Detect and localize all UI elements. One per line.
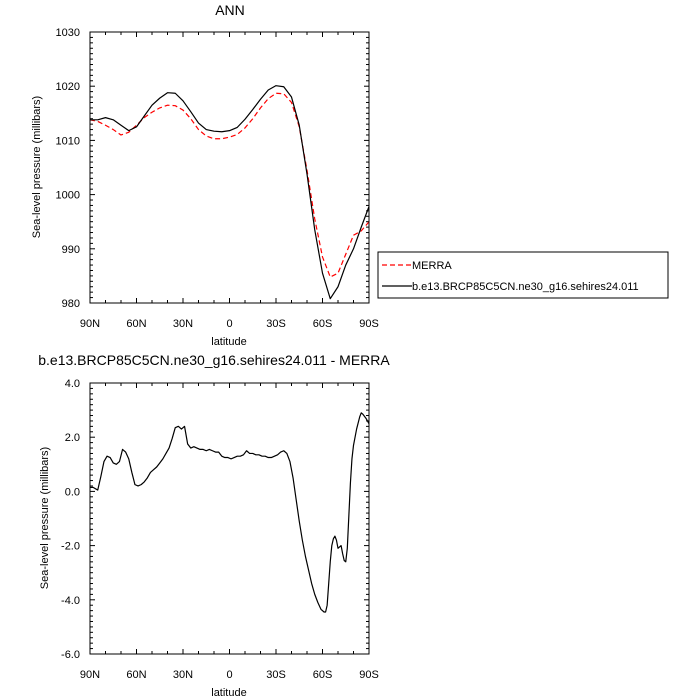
x-tick-label: 90N bbox=[80, 669, 100, 681]
x-tick-label: 60N bbox=[126, 318, 146, 330]
top-plot-frame bbox=[89, 31, 370, 304]
legend-box bbox=[377, 251, 669, 299]
y-tick-label: 2.0 bbox=[65, 432, 80, 444]
top-panel: ANN 980 990 1000 1010 1020 1030 90N 60N 30N 0 30S… bbox=[31, 2, 379, 348]
top-x-tick-labels: 90N 60N 30N 0 30S 60S 90S bbox=[80, 318, 379, 330]
bottom-y-tick-labels: -6.0 -4.0 -2.0 0.0 2.0 4.0 bbox=[61, 378, 80, 661]
top-x-axis-label: latitude bbox=[211, 336, 246, 348]
y-tick-label: 1020 bbox=[56, 81, 80, 93]
legend: MERRA b.e13.BRCP85C5CN.ne30_g16.sehires2… bbox=[377, 251, 669, 299]
bottom-axis-ticks bbox=[89, 382, 370, 655]
series-line-0-0 bbox=[89, 92, 370, 278]
x-tick-label: 60N bbox=[126, 669, 146, 681]
bottom-x-axis-label: latitude bbox=[211, 687, 246, 699]
y-tick-label: 990 bbox=[62, 244, 80, 256]
y-tick-label: -2.0 bbox=[61, 541, 80, 553]
bottom-series-lines bbox=[90, 412, 370, 613]
bottom-y-axis-label: Sea-level pressure (millibars) bbox=[39, 447, 51, 589]
y-tick-label: 0.0 bbox=[65, 486, 80, 498]
top-chart-title: ANN bbox=[215, 2, 245, 18]
x-tick-label: 0 bbox=[226, 669, 232, 681]
top-y-tick-labels: 980 990 1000 1010 1020 1030 bbox=[56, 27, 80, 310]
x-tick-label: 90S bbox=[359, 669, 379, 681]
top-series-lines bbox=[89, 85, 370, 300]
bottom-panel: b.e13.BRCP85C5CN.ne30_g16.sehires24.011 … bbox=[38, 352, 390, 699]
legend-label-model: b.e13.BRCP85C5CN.ne30_g16.sehires24.011 bbox=[412, 281, 639, 293]
bottom-x-tick-labels: 90N 60N 30N 0 30S 60S 90S bbox=[80, 669, 379, 681]
x-tick-label: 60S bbox=[313, 318, 333, 330]
y-tick-label: 1010 bbox=[56, 135, 80, 147]
x-tick-label: 30S bbox=[266, 318, 286, 330]
x-tick-label: 60S bbox=[313, 669, 333, 681]
top-y-axis-label: Sea-level pressure (millibars) bbox=[31, 96, 43, 238]
x-tick-label: 90S bbox=[359, 318, 379, 330]
bottom-chart-title: b.e13.BRCP85C5CN.ne30_g16.sehires24.011 … bbox=[38, 352, 390, 368]
bottom-plot-frame bbox=[89, 382, 370, 655]
x-tick-label: 0 bbox=[226, 318, 232, 330]
series-line-1-0 bbox=[90, 412, 370, 613]
y-tick-label: 1000 bbox=[56, 190, 80, 202]
top-axis-ticks bbox=[89, 31, 370, 304]
x-tick-label: 90N bbox=[80, 318, 100, 330]
y-tick-label: -6.0 bbox=[61, 649, 80, 661]
series-line-0-1 bbox=[90, 85, 370, 300]
x-tick-label: 30S bbox=[266, 669, 286, 681]
y-tick-label: 1030 bbox=[56, 27, 80, 39]
y-tick-label: -4.0 bbox=[61, 595, 80, 607]
x-tick-label: 30N bbox=[173, 669, 193, 681]
legend-label-merra: MERRA bbox=[412, 260, 452, 272]
y-tick-label: 4.0 bbox=[65, 378, 80, 390]
y-tick-label: 980 bbox=[62, 298, 80, 310]
x-tick-label: 30N bbox=[173, 318, 193, 330]
